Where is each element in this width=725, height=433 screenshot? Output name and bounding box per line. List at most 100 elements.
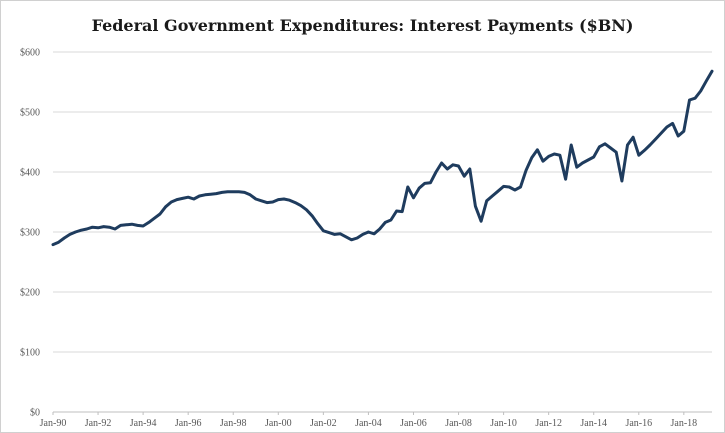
- data-point: [63, 236, 66, 240]
- x-tick-label: Jan-08: [445, 418, 472, 429]
- data-point: [51, 243, 55, 246]
- data-point: [248, 193, 252, 196]
- chart-title: Federal Government Expenditures: Interes…: [91, 16, 634, 35]
- y-axis-tick-labels: $0 $100 $200 $300 $400 $500 $600: [20, 48, 40, 419]
- data-point: [277, 198, 280, 201]
- series-line: [51, 69, 714, 247]
- data-point: [710, 70, 714, 73]
- y-tick-label: $100: [20, 348, 40, 359]
- data-point: [564, 178, 567, 181]
- data-point: [541, 160, 545, 163]
- data-point: [158, 212, 162, 216]
- data-point: [260, 199, 263, 202]
- x-tick-label: Jan-90: [40, 418, 67, 429]
- data-point: [705, 79, 708, 83]
- data-point: [141, 224, 145, 228]
- data-point: [581, 161, 584, 165]
- data-point: [575, 166, 578, 169]
- data-point: [570, 143, 573, 147]
- data-point: [215, 192, 218, 195]
- data-point: [491, 194, 494, 198]
- data-point: [310, 214, 314, 217]
- x-axis: [52, 411, 712, 415]
- data-point: [412, 196, 415, 199]
- data-point: [524, 169, 528, 172]
- y-tick-label: $0: [30, 408, 40, 419]
- data-point: [654, 137, 657, 141]
- data-point: [220, 191, 224, 194]
- data-point: [232, 190, 235, 193]
- data-point: [350, 238, 353, 241]
- data-point: [451, 163, 455, 166]
- data-point: [333, 233, 336, 236]
- data-point: [187, 196, 190, 199]
- data-point: [457, 164, 460, 168]
- data-point: [547, 155, 550, 158]
- data-point: [417, 187, 421, 190]
- y-tick-label: $600: [20, 48, 40, 59]
- data-point: [620, 179, 624, 183]
- data-point: [294, 201, 297, 204]
- data-point: [508, 185, 511, 189]
- data-point: [130, 223, 134, 226]
- data-point: [175, 198, 179, 201]
- series-layer: [51, 69, 714, 247]
- data-point: [693, 97, 697, 100]
- data-point: [153, 217, 156, 220]
- data-point: [164, 205, 167, 208]
- data-point: [96, 226, 100, 229]
- data-point: [474, 205, 477, 208]
- data-point: [446, 167, 449, 171]
- data-point: [631, 136, 635, 139]
- data-point: [85, 227, 89, 231]
- data-point: [316, 222, 319, 225]
- y-tick-label: $400: [20, 168, 40, 179]
- data-point: [440, 161, 443, 165]
- data-point: [68, 233, 72, 236]
- data-point: [682, 130, 685, 133]
- data-point: [344, 235, 348, 238]
- x-tick-label: Jan-92: [85, 418, 112, 429]
- data-point: [648, 143, 652, 147]
- data-point: [434, 170, 438, 174]
- y-tick-label: $200: [20, 288, 40, 299]
- data-point: [660, 131, 663, 135]
- data-point: [502, 185, 505, 188]
- data-point: [80, 229, 83, 232]
- data-point: [367, 230, 370, 234]
- x-tick-label: Jan-14: [580, 418, 607, 429]
- x-tick-label: Jan-94: [130, 418, 157, 429]
- x-tick-label: Jan-10: [490, 418, 517, 429]
- data-point: [322, 229, 325, 232]
- data-point: [519, 185, 522, 189]
- x-tick-label: Jan-00: [265, 418, 292, 429]
- data-point: [299, 204, 302, 207]
- x-tick-label: Jan-18: [671, 418, 698, 429]
- data-point: [226, 190, 229, 193]
- data-point: [479, 220, 483, 223]
- data-point: [91, 226, 94, 229]
- data-point: [243, 191, 246, 194]
- data-point: [147, 221, 150, 224]
- y-tick-label: $500: [20, 108, 40, 119]
- data-point: [361, 233, 364, 236]
- data-point: [271, 200, 274, 204]
- data-point: [609, 146, 612, 150]
- data-point: [395, 209, 398, 213]
- data-point: [536, 148, 539, 151]
- x-tick-label: Jan-12: [535, 418, 562, 429]
- data-point: [496, 190, 500, 193]
- data-point: [198, 194, 201, 198]
- data-point: [192, 197, 195, 201]
- grid-lines: [53, 51, 712, 353]
- x-tick-label: Jan-16: [625, 418, 652, 429]
- data-point: [485, 199, 488, 202]
- data-point: [136, 224, 139, 227]
- data-point: [265, 201, 269, 204]
- data-point: [372, 232, 376, 235]
- data-point: [237, 190, 241, 193]
- data-point: [615, 151, 618, 154]
- data-point: [586, 158, 590, 162]
- data-point: [643, 149, 646, 152]
